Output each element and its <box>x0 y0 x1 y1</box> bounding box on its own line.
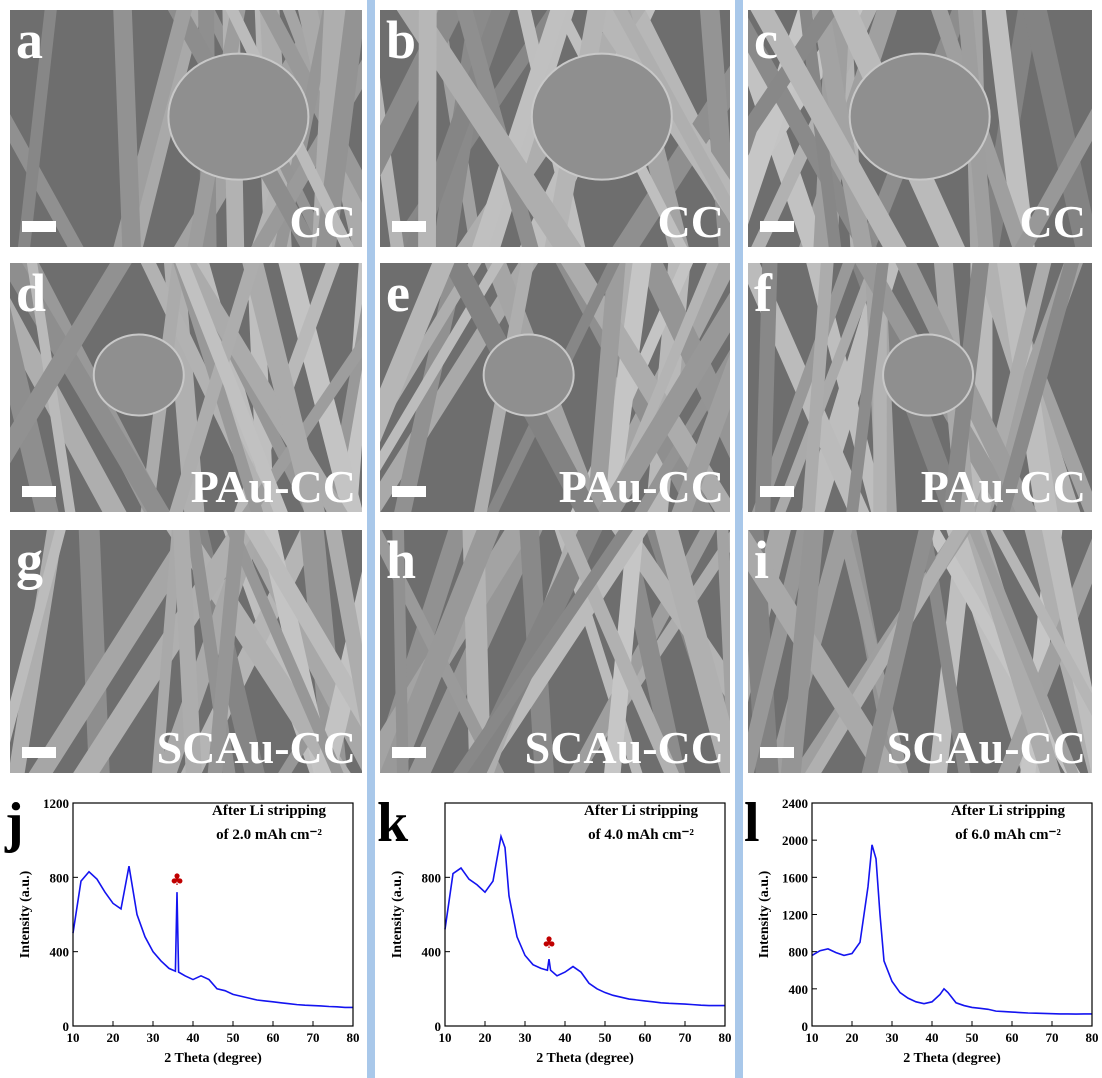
x-tick-label: 70 <box>307 1030 320 1045</box>
x-tick-label: 80 <box>1086 1030 1099 1045</box>
panel-label: PAu-CC <box>191 461 356 512</box>
panel-label: PAu-CC <box>559 461 724 512</box>
x-tick-label: 20 <box>846 1030 859 1045</box>
annotation: After Li stripping <box>212 803 326 819</box>
x-tick-label: 50 <box>227 1030 240 1045</box>
x-tick-label: 80 <box>347 1030 360 1045</box>
lithium-deposit <box>168 54 308 180</box>
lithium-deposit <box>532 54 672 180</box>
panel-letter: e <box>386 263 410 323</box>
y-tick-label: 400 <box>422 945 442 960</box>
x-tick-label: 70 <box>679 1030 692 1045</box>
annotation: of 6.0 mAh cm⁻² <box>955 827 1061 843</box>
x-tick-label: 60 <box>1006 1030 1019 1045</box>
annotation: of 2.0 mAh cm⁻² <box>216 827 322 843</box>
panel-letter: k <box>377 792 409 854</box>
y-tick-label: 1600 <box>782 870 808 885</box>
x-tick-label: 40 <box>926 1030 939 1045</box>
y-tick-label: 400 <box>789 982 809 997</box>
x-tick-label: 20 <box>479 1030 492 1045</box>
panel-letter: l <box>744 792 760 854</box>
y-tick-label: 400 <box>50 945 70 960</box>
x-axis-label: 2 Theta (degree) <box>164 1051 262 1066</box>
y-tick-label: 0 <box>802 1019 809 1034</box>
figure: a CC b CC c CC d PAu-CC e PAu-CC f PAu-CC g SCAu-CC h S… <box>0 0 1102 1078</box>
panel-label: CC <box>1020 196 1086 247</box>
x-tick-label: 80 <box>719 1030 732 1045</box>
scale-bar <box>760 486 794 497</box>
x-tick-label: 70 <box>1046 1030 1059 1045</box>
data-line <box>445 836 725 1005</box>
lithium-deposit <box>484 335 574 416</box>
y-tick-label: 800 <box>50 870 70 885</box>
panel-label: CC <box>658 196 724 247</box>
separator <box>367 0 375 1078</box>
x-axis-label: 2 Theta (degree) <box>903 1051 1001 1066</box>
peak-marker: ♣ <box>170 870 184 889</box>
panel-label: PAu-CC <box>921 461 1086 512</box>
x-tick-label: 50 <box>599 1030 612 1045</box>
y-axis-label: Intensity (a.u.) <box>18 870 33 958</box>
panel-letter: h <box>386 530 416 590</box>
x-tick-label: 30 <box>147 1030 160 1045</box>
y-tick-label: 2000 <box>782 833 808 848</box>
panel-label: CC <box>290 196 356 247</box>
panel-letter: j <box>4 792 24 854</box>
data-line <box>73 866 353 1007</box>
scale-bar <box>760 747 794 758</box>
panel-letter: d <box>16 263 46 323</box>
panel-letter: c <box>754 10 778 70</box>
x-tick-label: 40 <box>559 1030 572 1045</box>
annotation: After Li stripping <box>584 803 698 819</box>
annotation: After Li stripping <box>951 803 1065 819</box>
panel-letter: a <box>16 10 43 70</box>
x-axis-label: 2 Theta (degree) <box>536 1051 634 1066</box>
peak-marker: ♣ <box>542 933 556 952</box>
lithium-deposit <box>883 335 973 416</box>
x-tick-label: 60 <box>639 1030 652 1045</box>
y-tick-label: 800 <box>789 945 809 960</box>
panel-label: SCAu-CC <box>887 722 1086 773</box>
panel-letter: g <box>16 530 43 590</box>
annotation: of 4.0 mAh cm⁻² <box>588 827 694 843</box>
scale-bar <box>22 747 56 758</box>
x-tick-label: 30 <box>886 1030 899 1045</box>
scale-bar <box>22 221 56 232</box>
y-tick-label: 0 <box>63 1019 70 1034</box>
x-tick-label: 50 <box>966 1030 979 1045</box>
x-tick-label: 40 <box>187 1030 200 1045</box>
scale-bar <box>392 486 426 497</box>
y-tick-label: 1200 <box>782 908 808 923</box>
y-tick-label: 2400 <box>782 796 808 811</box>
y-tick-label: 800 <box>422 870 442 885</box>
y-tick-label: 0 <box>435 1019 442 1034</box>
x-tick-label: 60 <box>267 1030 280 1045</box>
panel-letter: b <box>386 10 416 70</box>
y-tick-label: 1200 <box>43 796 69 811</box>
x-tick-label: 30 <box>519 1030 532 1045</box>
scale-bar <box>760 221 794 232</box>
panel-letter: i <box>754 530 769 590</box>
scale-bar <box>392 221 426 232</box>
separator <box>735 0 743 1078</box>
panel-label: SCAu-CC <box>157 722 356 773</box>
x-tick-label: 20 <box>107 1030 120 1045</box>
y-axis-label: Intensity (a.u.) <box>390 870 405 958</box>
lithium-deposit <box>850 54 990 180</box>
panel-letter: f <box>754 263 773 323</box>
scale-bar <box>22 486 56 497</box>
data-line <box>812 845 1092 1014</box>
y-axis-label: Intensity (a.u.) <box>757 870 772 958</box>
panel-label: SCAu-CC <box>525 722 724 773</box>
lithium-deposit <box>94 335 184 416</box>
scale-bar <box>392 747 426 758</box>
